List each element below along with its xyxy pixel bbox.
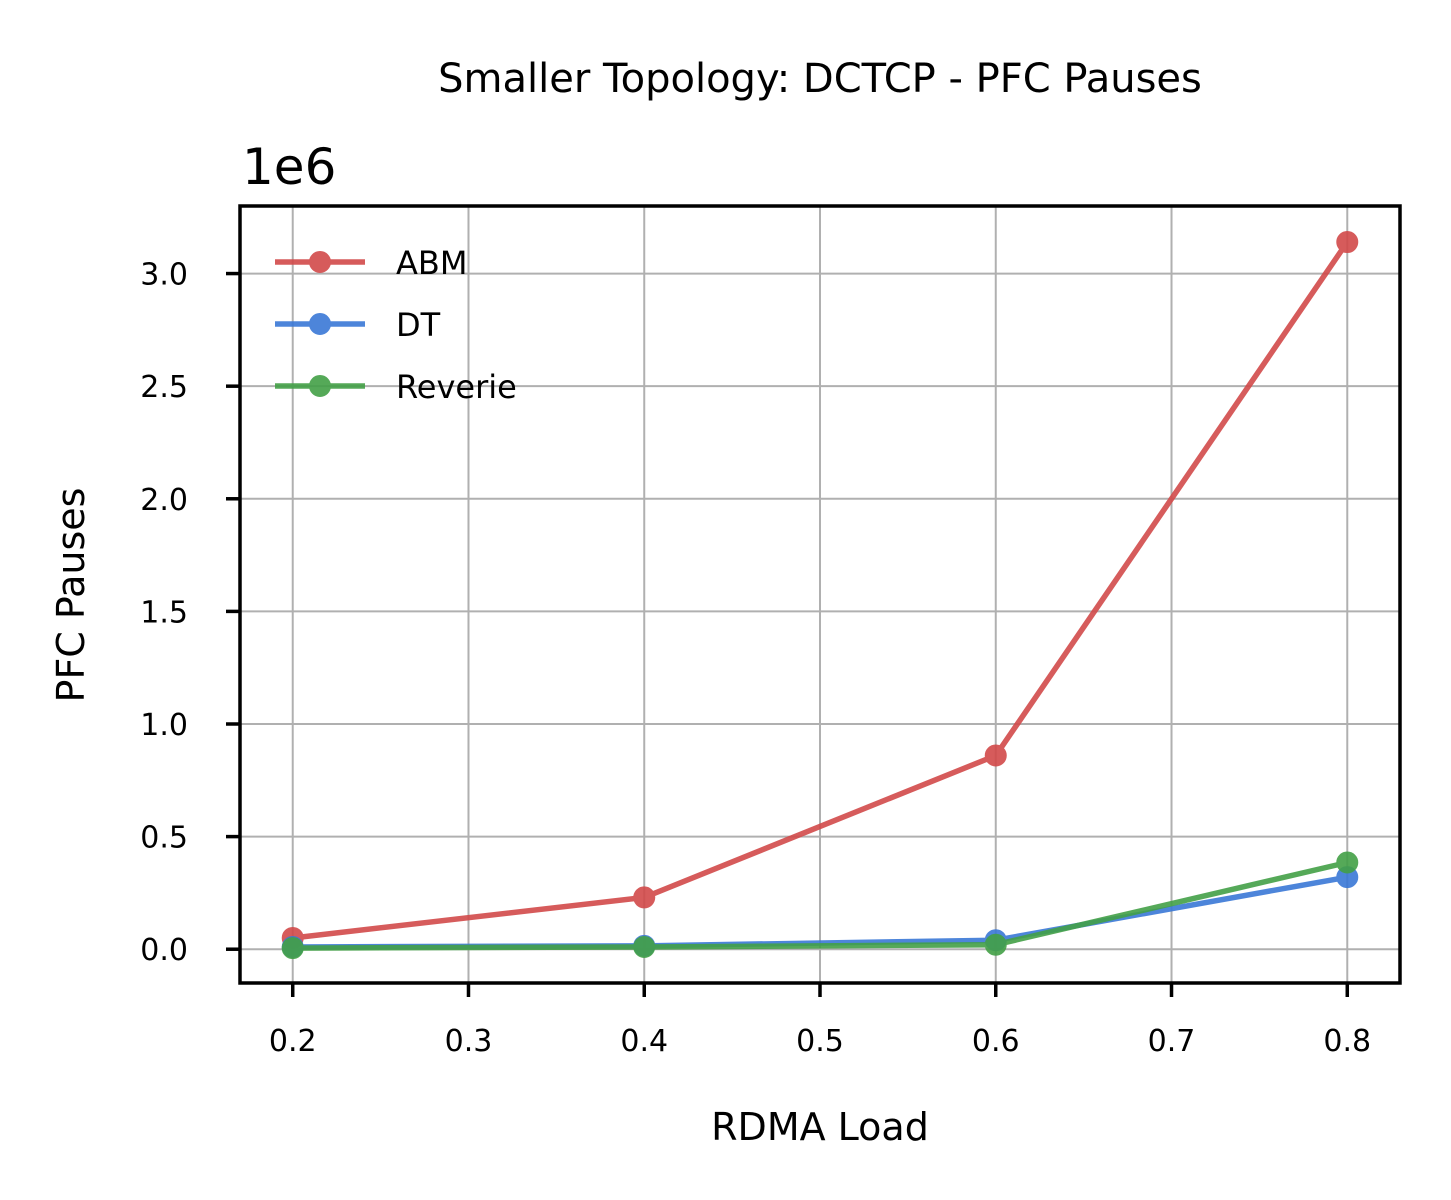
data-point-reverie [984,933,1007,956]
data-point-reverie [1336,851,1359,874]
x-tick-label: 0.3 [445,1024,493,1059]
legend-label: Reverie [396,368,517,406]
legend-label: DT [396,306,441,344]
data-point-abm [984,744,1007,767]
y-axis-label: PFC Pauses [49,488,93,703]
legend-marker-swatch [309,375,331,397]
y-tick-label: 3.0 [140,258,188,293]
y-tick-label: 2.0 [140,483,188,518]
y-tick-label: 0.0 [140,933,188,968]
x-tick-label: 0.6 [972,1024,1020,1059]
series-line-reverie [292,859,1348,951]
legend-label: ABM [396,244,467,282]
x-tick-label: 0.8 [1323,1024,1371,1059]
data-point-reverie [633,935,656,958]
x-tick-label: 0.7 [1148,1024,1196,1059]
legend-entry-reverie [275,375,365,397]
legend: ABM DT Reverie [275,244,517,406]
grid-lines [240,206,1400,983]
y-tick-label: 1.0 [140,708,188,743]
x-axis-label: RDMA Load [711,1105,929,1149]
chart-title: Smaller Topology: DCTCP - PFC Pauses [438,56,1202,102]
legend-marker-swatch [309,313,331,335]
y-tick-label: 2.5 [140,370,188,405]
series-reverie [281,851,1359,960]
data-point-reverie [281,937,304,960]
y-tick-label: 0.5 [140,821,188,856]
series-lines [281,231,1359,960]
y-axis-offset-label: 1e6 [242,138,336,196]
x-tick-label: 0.2 [269,1024,317,1059]
x-axis-ticks: 0.2 0.3 0.4 0.5 0.6 0.7 0.8 [269,983,1371,1059]
series-line-abm [292,240,1350,941]
data-point-abm [633,886,656,909]
legend-entry-abm [275,251,365,273]
x-tick-label: 0.4 [620,1024,668,1059]
x-tick-label: 0.5 [796,1024,844,1059]
data-point-abm [1336,231,1359,254]
y-tick-label: 1.5 [140,595,188,630]
legend-marker-swatch [309,251,331,273]
y-axis-ticks: 0.0 0.5 1.0 1.5 2.0 2.5 3.0 [140,258,240,968]
legend-entry-dt [275,313,365,335]
